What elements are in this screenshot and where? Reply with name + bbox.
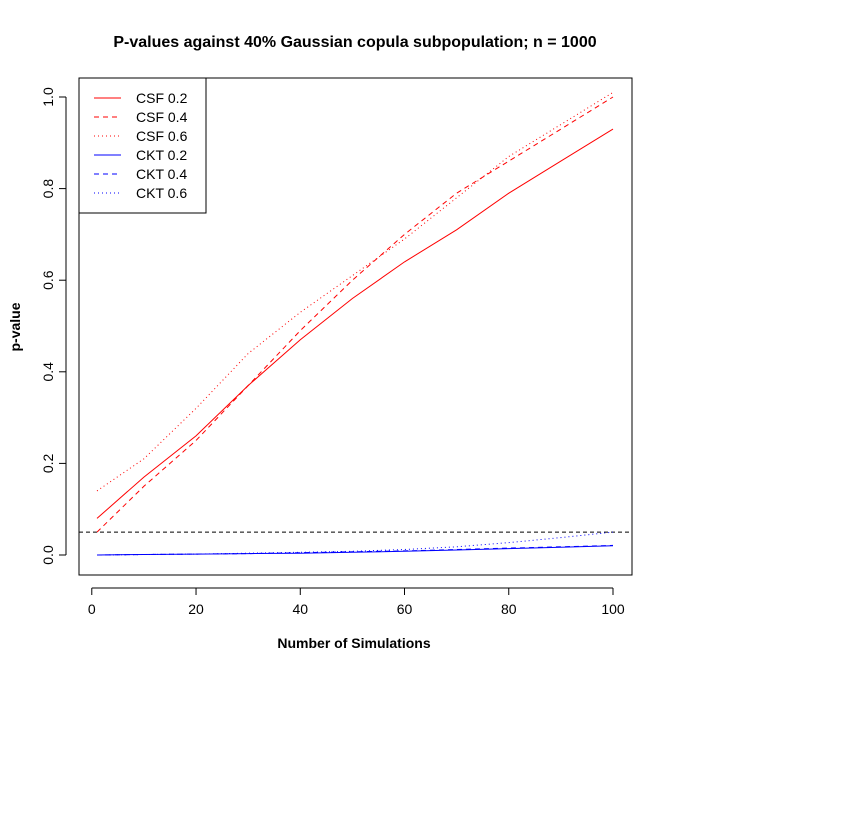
series-line-csf-0-6: [96, 91, 614, 492]
y-axis: 0.0 0.2 0.4 0.6 0.8 1.0: [40, 87, 67, 565]
x-axis: 0 20 40 60 80 100: [88, 587, 625, 617]
y-tick-label: 0.2: [40, 453, 56, 473]
y-tick-label: 0.8: [40, 179, 56, 199]
legend: CSF 0.2 CSF 0.4 CSF 0.6 CKT 0.2 CKT 0.4 CKT 0…: [78, 77, 207, 214]
series-line-csf-0-2: [96, 128, 614, 519]
legend-label: CKT 0.4: [136, 166, 187, 182]
y-tick-label: 0.4: [40, 362, 56, 382]
y-tick-label: 0.0: [40, 545, 56, 565]
x-tick-label: 0: [88, 601, 96, 617]
series-line-ckt-0-4: [96, 544, 614, 556]
x-tick-label: 40: [292, 601, 308, 617]
series-line-csf-0-4: [96, 96, 614, 533]
chart-title: P-values against 40% Gaussian copula sub…: [113, 34, 596, 51]
legend-label: CSF 0.4: [136, 109, 188, 125]
y-tick-label: 1.0: [40, 87, 56, 107]
x-tick-label: 20: [188, 601, 204, 617]
x-axis-label: Number of Simulations: [277, 635, 430, 651]
legend-label: CKT 0.2: [136, 147, 187, 163]
y-tick-label: 0.6: [40, 270, 56, 290]
series-layer: [96, 91, 614, 556]
y-axis-label: p-value: [7, 302, 23, 351]
series-line-ckt-0-6: [96, 531, 614, 556]
legend-label: CSF 0.6: [136, 128, 188, 144]
series-line-ckt-0-2: [96, 545, 614, 556]
legend-label: CSF 0.2: [136, 90, 188, 106]
x-tick-label: 100: [601, 601, 625, 617]
legend-box: [78, 77, 207, 214]
x-tick-label: 80: [501, 601, 517, 617]
x-tick-label: 60: [397, 601, 413, 617]
legend-label: CKT 0.6: [136, 185, 187, 201]
plot-frame: [78, 77, 633, 576]
